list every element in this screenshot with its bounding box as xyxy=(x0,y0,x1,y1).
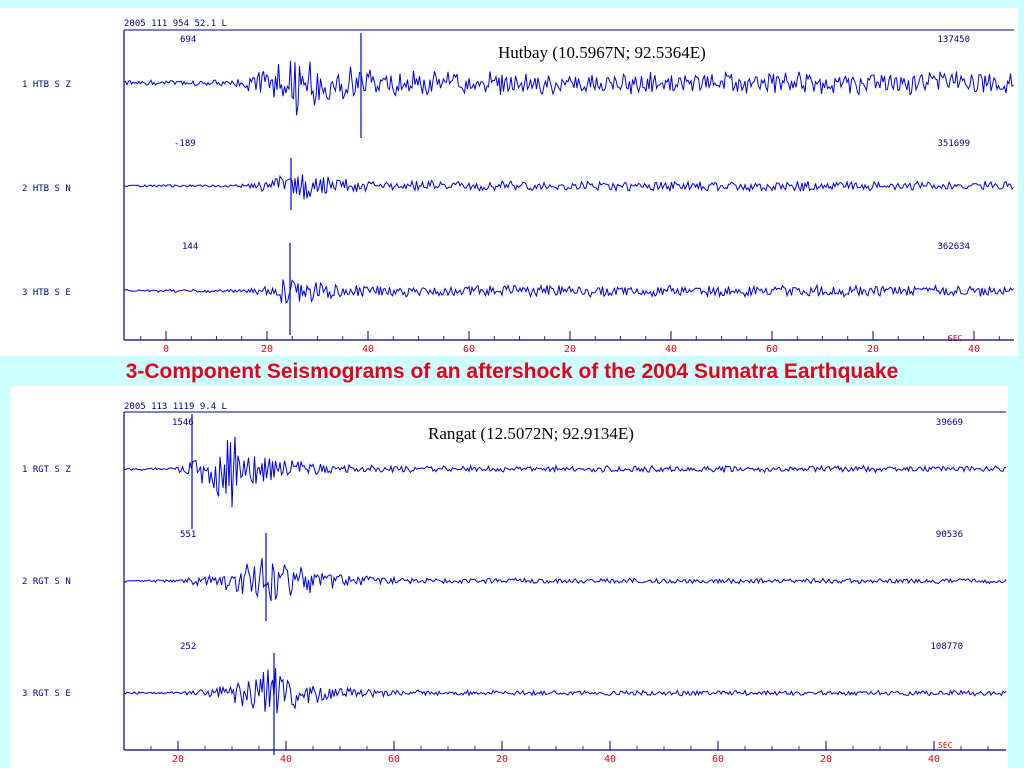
time-unit-label: SEC xyxy=(948,334,963,343)
trace-label: 1 RGT S Z xyxy=(22,465,71,475)
trace-right-value: 137450 xyxy=(937,35,970,45)
waveform-trace xyxy=(123,174,1014,200)
trace-left-value: -189 xyxy=(174,139,196,149)
x-tick-label: 40 xyxy=(968,344,980,355)
event-header: 2005 111 954 52.1 L xyxy=(124,19,227,29)
hutbay-seismogram-panel: 2005 111 954 52.1 L Hutbay (10.5967N; 92… xyxy=(0,8,1018,356)
trace-right-value: 90536 xyxy=(936,530,963,540)
x-tick-label: 20 xyxy=(820,754,832,765)
x-tick-label: 40 xyxy=(928,754,940,765)
waveform-trace xyxy=(123,279,1014,304)
trace-left-value: 252 xyxy=(180,642,196,652)
x-tick-label: 60 xyxy=(766,344,778,355)
trace-label: 3 HTB S E xyxy=(22,288,71,298)
station-title: Rangat (12.5072N; 92.9134E) xyxy=(428,424,634,443)
waveform-trace xyxy=(123,60,1014,116)
x-tick-label: 40 xyxy=(362,344,374,355)
x-tick-label: 20 xyxy=(496,754,508,765)
trace-right-value: 362634 xyxy=(937,242,970,252)
trace-right-value: 108770 xyxy=(930,642,963,652)
rangat-seismogram-chart: 2005 113 1119 9.4 L Rangat (12.5072N; 92… xyxy=(22,402,1007,765)
figure-caption: 3-Component Seismograms of an aftershock… xyxy=(125,360,899,383)
time-unit-label: SEC xyxy=(938,741,953,750)
trace-left-value: 144 xyxy=(182,242,198,252)
waveform-trace xyxy=(123,558,1007,602)
trace-label: 2 HTB S N xyxy=(22,184,71,194)
waveform-trace xyxy=(123,436,1007,508)
trace-left-value: 1546 xyxy=(172,418,194,428)
station-title: Hutbay (10.5967N; 92.5364E) xyxy=(498,43,706,62)
x-tick-label: 20 xyxy=(564,344,576,355)
x-tick-label: 40 xyxy=(665,344,677,355)
trace-label: 1 HTB S Z xyxy=(22,80,71,90)
x-tick-label: 0 xyxy=(163,344,169,355)
rangat-seismogram-panel: 2005 113 1119 9.4 L Rangat (12.5072N; 92… xyxy=(10,386,1008,768)
x-tick-label: 20 xyxy=(261,344,273,355)
x-tick-label: 60 xyxy=(388,754,400,765)
x-tick-label: 60 xyxy=(463,344,475,355)
hutbay-seismogram-chart: 2005 111 954 52.1 L Hutbay (10.5967N; 92… xyxy=(22,19,1014,355)
x-tick-label: 40 xyxy=(604,754,616,765)
x-tick-label: 40 xyxy=(280,754,292,765)
trace-left-value: 694 xyxy=(180,35,196,45)
trace-right-value: 39669 xyxy=(936,418,963,428)
trace-right-value: 351699 xyxy=(937,139,970,149)
trace-label: 3 RGT S E xyxy=(22,689,71,699)
x-tick-label: 20 xyxy=(172,754,184,765)
x-tick-label: 20 xyxy=(867,344,879,355)
trace-left-value: 551 xyxy=(180,530,196,540)
trace-label: 2 RGT S N xyxy=(22,577,71,587)
waveform-trace xyxy=(123,667,1007,714)
x-tick-label: 60 xyxy=(712,754,724,765)
event-header: 2005 113 1119 9.4 L xyxy=(124,402,227,412)
